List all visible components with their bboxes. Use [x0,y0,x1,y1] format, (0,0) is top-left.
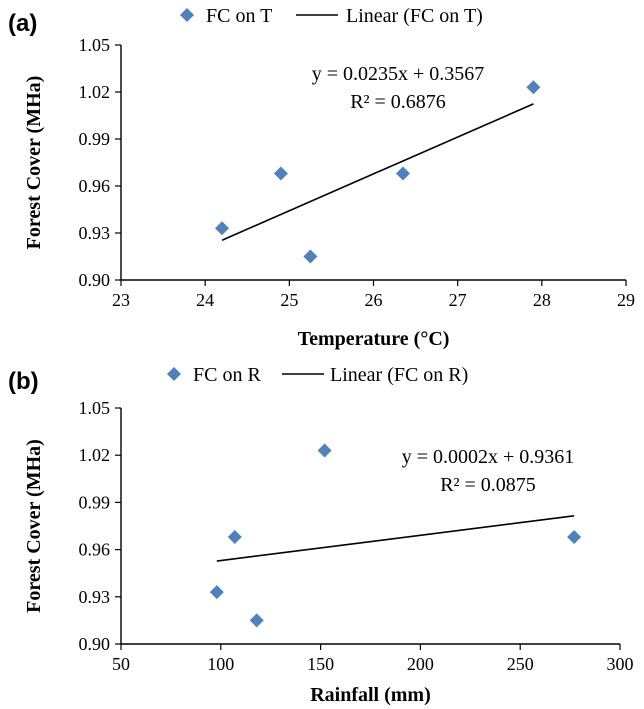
x-tick-label: 250 [507,654,534,674]
r-squared: R² = 0.6876 [350,91,446,113]
legend-trend-label: Linear (FC on R) [330,364,468,386]
legend: FC on R Linear (FC on R) [167,364,468,386]
y-tick-label: 0.99 [79,492,111,512]
data-point [567,530,582,545]
y-tick-label: 0.90 [79,634,111,654]
data-point [249,613,264,628]
y-tick-label: 0.99 [79,129,111,149]
legend-marker-icon [167,367,181,381]
x-axis-title: Temperature (°C) [298,328,450,350]
x-tick-label: 300 [607,654,634,674]
data-point [303,249,318,264]
x-tick-label: 150 [307,654,334,674]
x-tick-label: 29 [617,290,635,310]
legend: FC on T Linear (FC on T) [180,5,483,27]
y-axis-title: Forest Cover (MHa) [23,76,45,250]
x-tick-label: 26 [365,290,383,310]
data-point [227,530,242,545]
legend-marker-icon [180,8,194,22]
trend-line [221,103,534,241]
regression-equation: y = 0.0002x + 0.9361 [402,446,575,468]
y-tick-label: 0.93 [79,223,111,243]
panel-label: (a) [8,10,37,37]
x-tick-label: 27 [449,290,467,310]
y-tick-label: 0.96 [79,176,111,196]
legend-trend-label: Linear (FC on T) [346,5,483,27]
y-tick-label: 0.93 [79,587,111,607]
x-axis-title: Rainfall (mm) [310,684,431,706]
regression-equation: y = 0.0235x + 0.3567 [312,63,485,85]
data-point [273,166,288,181]
data-point [526,80,541,95]
x-tick-label: 24 [196,290,214,310]
legend-series-label: FC on R [193,364,261,386]
data-point [215,221,229,236]
y-tick-label: 1.02 [79,82,111,102]
y-tick-label: 1.05 [79,35,111,55]
y-tick-label: 0.96 [79,540,111,560]
y-tick-label: 0.90 [79,270,111,290]
data-point [209,585,224,600]
r-squared: R² = 0.0875 [440,474,536,496]
chart-panel-a: (a) FC on T Linear (FC on T) 0.90 0.93 0.96 0.… [8,5,635,350]
trend-line [216,514,575,562]
data-point [395,166,410,181]
x-tick-label: 100 [207,654,234,674]
y-tick-label: 1.02 [79,445,111,465]
x-tick-label: 28 [533,290,551,310]
x-tick-label: 25 [280,290,298,310]
legend-series-label: FC on T [206,5,272,27]
panel-label: (b) [8,368,39,395]
x-tick-label: 50 [112,654,130,674]
y-axis-title: Forest Cover (MHa) [23,439,45,613]
chart-panel-b: (b) FC on R Linear (FC on R) 0.90 0.93 0.96 0.… [8,364,634,706]
x-tick-label: 200 [407,654,434,674]
data-point [317,443,332,458]
x-tick-label: 23 [112,290,130,310]
y-tick-label: 1.05 [79,398,111,418]
